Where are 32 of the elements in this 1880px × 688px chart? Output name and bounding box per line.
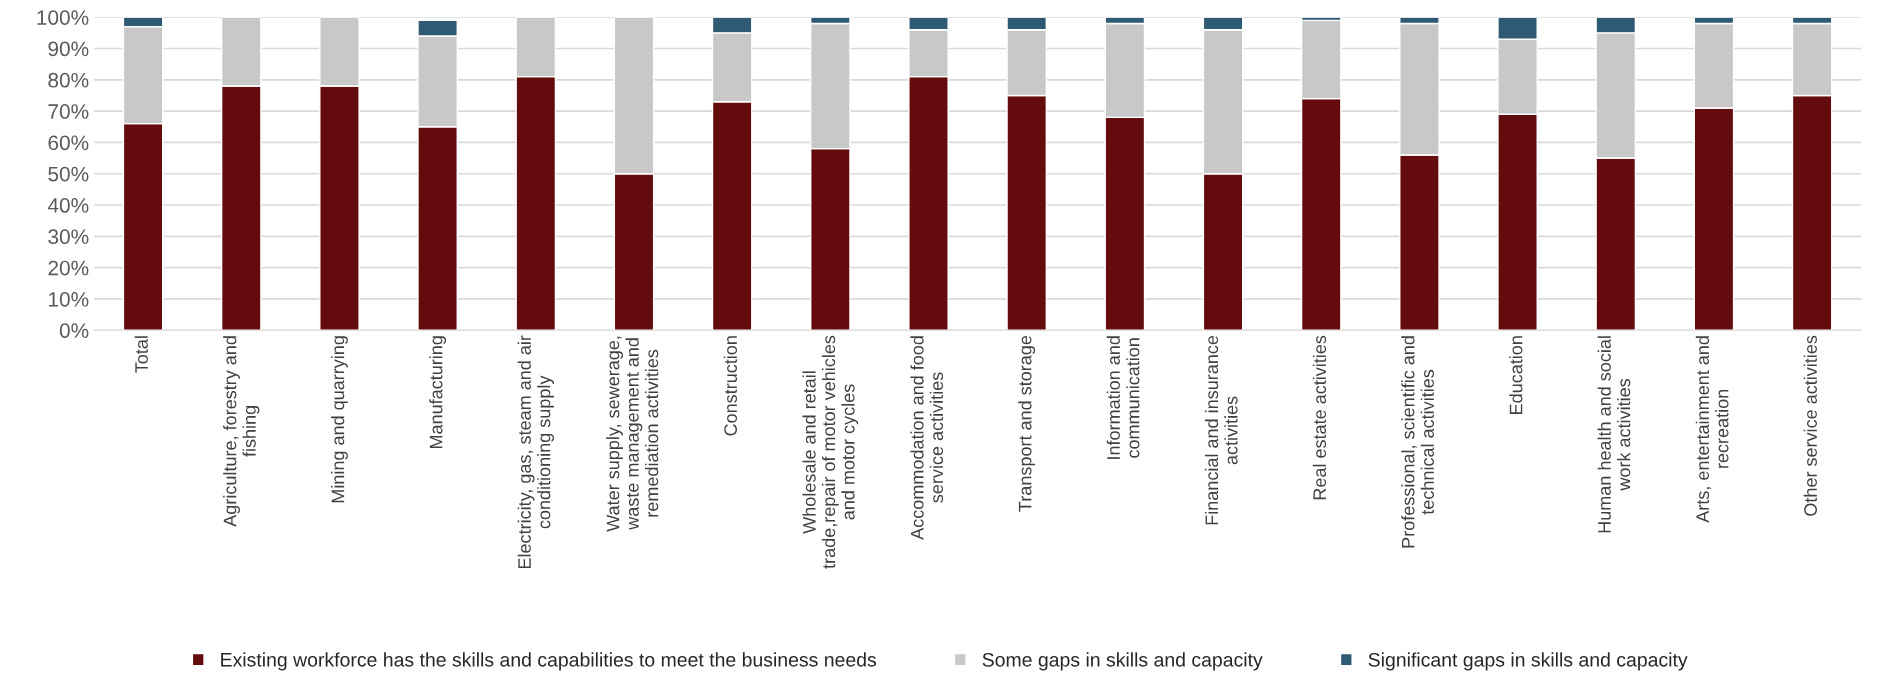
y-tick-label: 30% xyxy=(48,229,89,245)
x-tick-label: Transport and storage xyxy=(1018,335,1036,512)
x-tick-label: Accommodation and food service activities xyxy=(910,336,944,540)
x-tick-label: Human health and social work activities xyxy=(1597,336,1631,533)
x-tick-label: Real estate activities xyxy=(1312,335,1327,500)
x-tick-label: Total xyxy=(134,336,148,373)
x-tick-label: Manufacturing xyxy=(429,336,447,449)
x-tick-label: Electricity, gas, steam and air conditioning supply xyxy=(517,335,554,569)
y-tick-label: 20% xyxy=(48,260,89,276)
legend-label: Existing workforce has the skills and capabilities to meet the business needs xyxy=(221,652,877,671)
x-tick-label: Arts, entertainment and recreation xyxy=(1695,336,1729,523)
y-tick-label: 100% xyxy=(37,10,89,25)
y-tick-label: 0% xyxy=(59,323,89,338)
x-tick-label: Construction xyxy=(723,336,737,436)
y-tick-label: 40% xyxy=(47,198,89,213)
x-tick-label: Mining and quarrying xyxy=(331,336,348,503)
x-tick-label: Financial and insurance activities xyxy=(1204,335,1238,525)
x-tick-label: Professional, scientific and technical activities xyxy=(1401,336,1434,548)
y-tick-label: 60% xyxy=(48,135,89,151)
x-tick-label: Agriculture, forestry and fishing xyxy=(223,336,260,527)
x-tick-label: Water supply, sewerage, waste management and remediation activities xyxy=(606,336,659,532)
y-tick-label: 50% xyxy=(48,166,89,182)
y-tick-label: 10% xyxy=(49,291,89,307)
legend-label: Some gaps in skills and capacity xyxy=(982,652,1263,671)
legend-label: Significant gaps in skills and capacity xyxy=(1368,652,1688,671)
y-tick-label: 80% xyxy=(48,72,89,88)
x-tick-label: Information and communication xyxy=(1106,336,1140,459)
x-tick-label: Other service activities xyxy=(1803,335,1817,516)
y-tick-label: 90% xyxy=(48,41,89,57)
x-tick-label: Wholesale and retail trade,repair of motor vehicles and motor cycles xyxy=(802,335,859,569)
y-tick-label: 70% xyxy=(48,104,89,119)
x-tick-label: Education xyxy=(1509,336,1523,414)
